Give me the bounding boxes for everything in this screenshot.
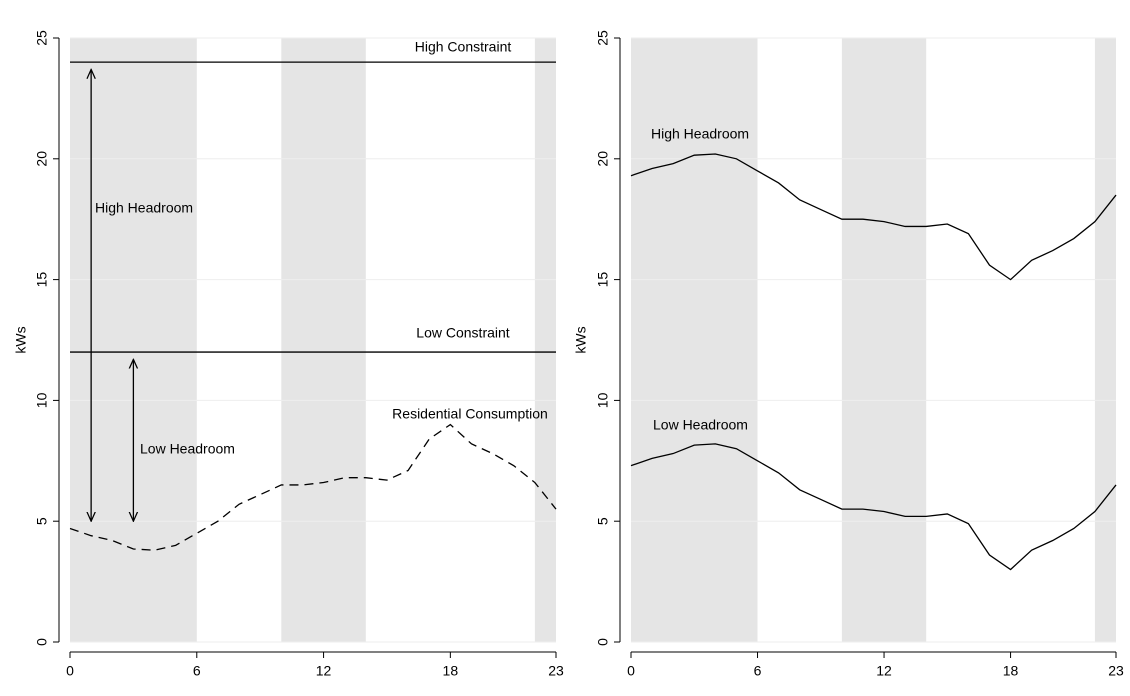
headroom-label: High Headroom [95,200,193,216]
series-line [630,153,1117,281]
y-tick-label: 0 [34,638,50,646]
y-tick-label: 0 [595,638,611,646]
y-tick-label: 5 [595,517,611,525]
shaded-band [631,38,758,642]
y-tick-label: 15 [34,272,50,288]
x-tick-label: 12 [316,663,332,679]
y-tick-label: 15 [595,272,611,288]
constraint-label: High Constraint [415,39,512,55]
x-tick-label: 6 [193,663,201,679]
headroom-label: Low Headroom [140,441,235,457]
y-tick-label: 25 [595,30,611,46]
series-label: Residential Consumption [392,406,548,422]
shaded-band [534,38,556,642]
shaded-band [281,38,366,642]
y-axis-label: kWs [13,326,29,353]
y-tick-label: 5 [34,517,50,525]
x-tick-label: 12 [876,663,892,679]
y-tick-label: 20 [595,151,611,167]
constraint-label: Low Constraint [416,325,509,341]
series-label: High Headroom [651,126,749,142]
series-label: Low Headroom [653,417,748,433]
series-line [69,423,557,551]
y-tick-label: 20 [34,151,50,167]
shaded-band [70,38,197,642]
x-tick-label: 18 [1003,663,1019,679]
y-tick-label: 10 [34,392,50,408]
y-tick-label: 25 [34,30,50,46]
x-tick-label: 23 [548,663,564,679]
x-tick-label: 18 [443,663,459,679]
y-tick-label: 10 [595,392,611,408]
x-tick-label: 23 [1108,663,1124,679]
x-tick-label: 0 [627,663,635,679]
shaded-band [841,38,927,642]
x-tick-label: 0 [66,663,74,679]
shaded-band [1094,38,1116,642]
series-line [630,443,1117,571]
x-tick-label: 6 [754,663,762,679]
y-axis-label: kWs [573,326,589,353]
